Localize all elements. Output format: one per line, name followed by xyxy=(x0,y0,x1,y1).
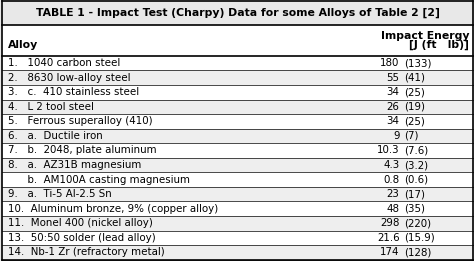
Text: 34: 34 xyxy=(387,87,400,97)
Text: (15.9): (15.9) xyxy=(404,233,435,243)
Text: b.  AM100A casting magnesium: b. AM100A casting magnesium xyxy=(8,175,190,185)
Text: 13.  50:50 solder (lead alloy): 13. 50:50 solder (lead alloy) xyxy=(8,233,156,243)
Text: 174: 174 xyxy=(380,247,400,257)
Text: (25): (25) xyxy=(404,87,425,97)
Text: (19): (19) xyxy=(404,102,425,112)
Bar xyxy=(2,114,473,129)
Text: 1.   1040 carbon steel: 1. 1040 carbon steel xyxy=(8,58,120,68)
Text: [J (ft   lb)]: [J (ft lb)] xyxy=(410,40,469,50)
Bar xyxy=(2,230,473,245)
Bar xyxy=(2,1,473,25)
Text: (17): (17) xyxy=(404,189,425,199)
Text: 3.   c.  410 stainless steel: 3. c. 410 stainless steel xyxy=(8,87,139,97)
Text: TABLE 1 - Impact Test (Charpy) Data for some Alloys of Table 2 [2]: TABLE 1 - Impact Test (Charpy) Data for … xyxy=(36,8,440,19)
Text: (35): (35) xyxy=(404,204,425,214)
Text: (7): (7) xyxy=(404,131,419,141)
Bar xyxy=(2,25,473,56)
Text: (7.6): (7.6) xyxy=(404,145,428,156)
Text: (41): (41) xyxy=(404,73,425,83)
Text: Alloy: Alloy xyxy=(8,40,38,50)
Bar xyxy=(2,187,473,201)
Text: 14.  Nb-1 Zr (refractory metal): 14. Nb-1 Zr (refractory metal) xyxy=(8,247,165,257)
Text: 10.3: 10.3 xyxy=(377,145,400,156)
Text: 23: 23 xyxy=(387,189,400,199)
Bar xyxy=(2,216,473,230)
Bar xyxy=(2,70,473,85)
Bar xyxy=(2,85,473,99)
Text: 5.   Ferrous superalloy (410): 5. Ferrous superalloy (410) xyxy=(8,116,153,126)
Text: 9.   a.  Ti-5 Al-2.5 Sn: 9. a. Ti-5 Al-2.5 Sn xyxy=(8,189,112,199)
Text: (3.2): (3.2) xyxy=(404,160,428,170)
Text: 298: 298 xyxy=(380,218,400,228)
Text: 4.3: 4.3 xyxy=(383,160,400,170)
Text: 2.   8630 low-alloy steel: 2. 8630 low-alloy steel xyxy=(8,73,130,83)
Text: 9: 9 xyxy=(393,131,400,141)
Text: 48: 48 xyxy=(387,204,400,214)
Text: 4.   L 2 tool steel: 4. L 2 tool steel xyxy=(8,102,94,112)
Text: 34: 34 xyxy=(387,116,400,126)
Text: 0.8: 0.8 xyxy=(383,175,400,185)
Text: (0.6): (0.6) xyxy=(404,175,428,185)
Text: 11.  Monel 400 (nickel alloy): 11. Monel 400 (nickel alloy) xyxy=(8,218,153,228)
Text: 180: 180 xyxy=(380,58,400,68)
Text: 10.  Aluminum bronze, 9% (copper alloy): 10. Aluminum bronze, 9% (copper alloy) xyxy=(8,204,219,214)
Text: 55: 55 xyxy=(387,73,400,83)
Bar xyxy=(2,172,473,187)
Text: 6.   a.  Ductile iron: 6. a. Ductile iron xyxy=(8,131,103,141)
Text: 8.   a.  AZ31B magnesium: 8. a. AZ31B magnesium xyxy=(8,160,141,170)
Bar xyxy=(2,56,473,70)
Bar xyxy=(2,245,473,260)
Text: (25): (25) xyxy=(404,116,425,126)
Text: (133): (133) xyxy=(404,58,432,68)
Text: (220): (220) xyxy=(404,218,431,228)
Bar xyxy=(2,99,473,114)
Bar xyxy=(2,129,473,143)
Text: 26: 26 xyxy=(387,102,400,112)
Text: 21.6: 21.6 xyxy=(377,233,400,243)
Text: Impact Energy: Impact Energy xyxy=(381,32,469,41)
Bar xyxy=(2,201,473,216)
Text: 7.   b.  2048, plate aluminum: 7. b. 2048, plate aluminum xyxy=(8,145,157,156)
Text: (128): (128) xyxy=(404,247,432,257)
Bar xyxy=(2,158,473,172)
Bar xyxy=(2,143,473,158)
